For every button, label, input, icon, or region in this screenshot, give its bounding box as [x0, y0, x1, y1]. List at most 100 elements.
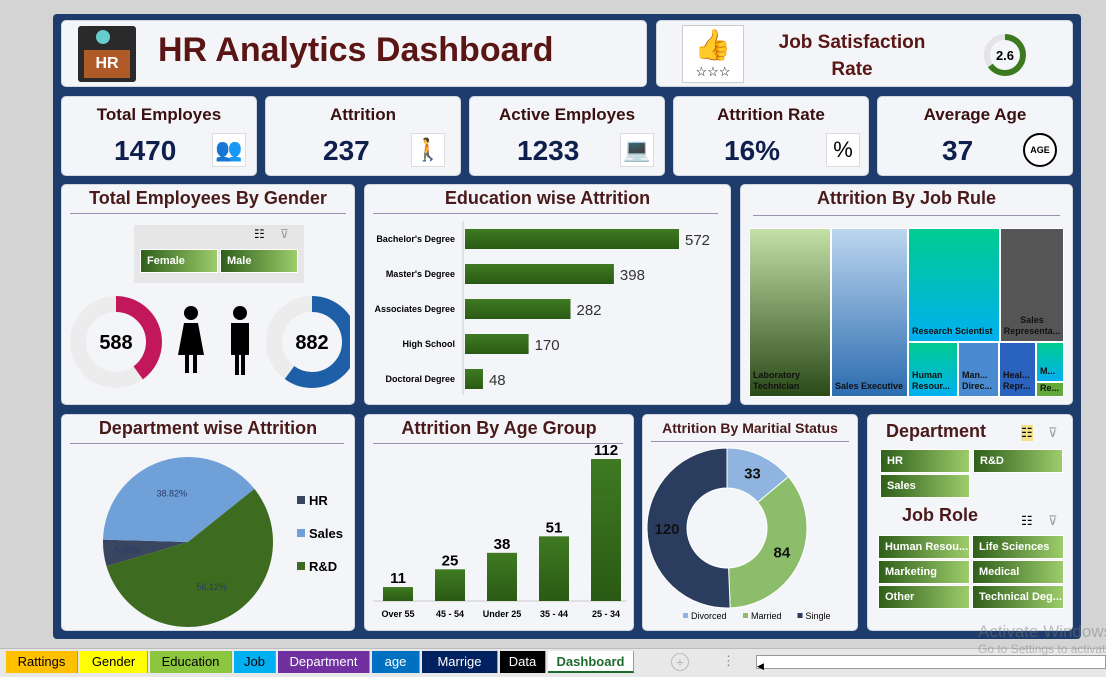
data-label: 170 [535, 337, 560, 354]
legend-swatch [297, 529, 305, 537]
treemap-sales-executive[interactable]: Sales Executive [831, 228, 908, 397]
multi-select-icon[interactable]: ☷ [254, 227, 265, 241]
slicer-dept-sales[interactable]: Sales [880, 474, 970, 498]
gender-title: Total Employees By Gender [89, 188, 327, 208]
data-label: 84 [774, 544, 791, 561]
data-label: 33 [744, 466, 761, 483]
legend-label: Divorced [691, 611, 727, 621]
people-leaving-icon: 🚶 [411, 133, 445, 167]
more-options-icon[interactable]: ⋮ [722, 653, 735, 668]
legend-swatch [743, 613, 748, 618]
slice-label: 38.82% [157, 489, 188, 499]
pie-slice [106, 488, 273, 627]
data-label: 572 [685, 232, 710, 249]
education-card: Education wise Attrition Bachelor's Degr… [364, 184, 731, 405]
marital-title: Attrition By Maritial Status [662, 420, 838, 436]
slicer-role[interactable]: Marketing [878, 560, 970, 584]
female-arc [70, 296, 162, 388]
kpi-value: 1470 [114, 135, 177, 166]
category-label: Under 25 [483, 609, 522, 619]
treemap-research-scientist[interactable]: Research Scientist [908, 228, 1000, 342]
kpi-value: 237 [323, 135, 370, 166]
department-card: Department wise Attrition 5.06% 38.82% 56.… [61, 414, 355, 631]
treemap-human-resources[interactable]: Human Resour... [908, 342, 958, 397]
category-label: 25 - 34 [592, 609, 620, 619]
pie-slice [103, 457, 255, 542]
sheet-tab-rattings[interactable]: Rattings [6, 651, 78, 673]
treemap-laboratory-technician[interactable]: Laboratory Technician [749, 228, 831, 397]
horizontal-scrollbar[interactable]: ◀ [756, 655, 1106, 671]
sheet-tab-age[interactable]: age [372, 651, 420, 673]
activate-windows-watermark: Activate Windows Go to Settings to activ… [978, 622, 1106, 656]
department-title: Department wise Attrition [98, 418, 318, 438]
bar [465, 334, 529, 354]
bar [383, 587, 413, 601]
category-label: 35 - 44 [540, 609, 568, 619]
sheet-tab-department[interactable]: Department [278, 651, 370, 673]
legend-swatch [297, 562, 305, 570]
category-label: 45 - 54 [436, 609, 464, 619]
gender-chart: 588 882 [70, 296, 350, 388]
category-label: Doctoral Degree [385, 374, 455, 384]
sheet-tab-education[interactable]: Education [150, 651, 232, 673]
bar [539, 536, 569, 601]
donut-slice [728, 476, 808, 609]
slicer-dept-rd[interactable]: R&D [973, 449, 1063, 473]
clear-filter-icon[interactable]: ⊽ [1048, 425, 1058, 440]
kpi-attrition-rate: Attrition Rate 16%% [673, 96, 869, 176]
kpi-label: Total Employes [96, 105, 222, 124]
data-label: 398 [620, 267, 645, 284]
sheet-tab-marrige[interactable]: Marrige [422, 651, 498, 673]
age-title: Attrition By Age Group [401, 418, 597, 438]
slice-label: 5.06% [115, 545, 141, 555]
add-sheet-button[interactable]: + [671, 653, 689, 671]
slicer-role[interactable]: Medical [972, 560, 1064, 584]
pie-slice [103, 539, 188, 567]
page-title: HR Analytics Dashboard [158, 31, 554, 69]
sheet-tab-gender[interactable]: Gender [80, 651, 148, 673]
multi-select-icon[interactable]: ☷ [1021, 425, 1033, 441]
multi-select-icon[interactable]: ☷ [1021, 513, 1033, 528]
sheet-tab-data[interactable]: Data [500, 651, 546, 673]
treemap-manufacturing-director[interactable]: Man... Direc... [958, 342, 999, 397]
sheet-tab-job[interactable]: Job [234, 651, 276, 673]
hr-logo: HR [78, 26, 136, 82]
treemap-healthcare-representative[interactable]: Heal... Repr... [999, 342, 1036, 397]
slicers-card: Department ☷ ⊽ HR R&D Sales Job Role ☷ ⊽… [867, 414, 1073, 631]
slicer-role[interactable]: Other [878, 585, 970, 609]
category-label: Master's Degree [386, 269, 455, 279]
slicer-role[interactable]: Life Sciences [972, 535, 1064, 559]
bar [465, 369, 483, 389]
clear-filter-icon[interactable]: ⊽ [1048, 513, 1058, 528]
sheet-tab-dashboard[interactable]: Dashboard [548, 651, 634, 673]
legend-label: Single [806, 611, 831, 621]
bar [465, 229, 679, 249]
treemap-research-director[interactable]: Re... [1036, 382, 1064, 397]
gender-card: Total Employees By Gender ☷ ⊽ Female Mal… [61, 184, 355, 405]
treemap-sales-representative[interactable]: Sales Representa... [1000, 228, 1064, 342]
slicer-role[interactable]: Technical Deg... [972, 585, 1064, 609]
title-card: HR HR Analytics Dashboard [61, 20, 647, 87]
desk-worker-icon: 💻 [620, 133, 654, 167]
kpi-attrition: Attrition 237 🚶 [265, 96, 461, 176]
department-slicer-title: Department [886, 421, 987, 441]
legend-swatch [797, 613, 803, 618]
data-label: 282 [577, 302, 602, 319]
satisfaction-arc [984, 34, 1026, 76]
marital-card: Attrition By Maritial Status 33 84 120 Divo… [642, 414, 858, 631]
treemap-manager[interactable]: M... [1036, 342, 1064, 382]
kpi-value: 1233 [517, 135, 580, 166]
legend-label: R&D [309, 559, 337, 574]
slicer-role[interactable]: Human Resou... [878, 535, 970, 559]
category-label: Over 55 [381, 609, 414, 619]
job-role-card: Attrition By Job Rule Laboratory Technic… [740, 184, 1073, 405]
data-label: 38 [494, 536, 511, 553]
slicer-dept-hr[interactable]: HR [880, 449, 970, 473]
donut-slice [646, 447, 731, 609]
slicer-male[interactable]: Male [220, 249, 298, 273]
education-title: Education wise Attrition [444, 188, 651, 208]
bar [465, 264, 614, 284]
slicer-female[interactable]: Female [140, 249, 218, 273]
clear-filter-icon[interactable]: ⊽ [280, 227, 289, 241]
kpi-average-age: Average Age 37 AGE [877, 96, 1073, 176]
